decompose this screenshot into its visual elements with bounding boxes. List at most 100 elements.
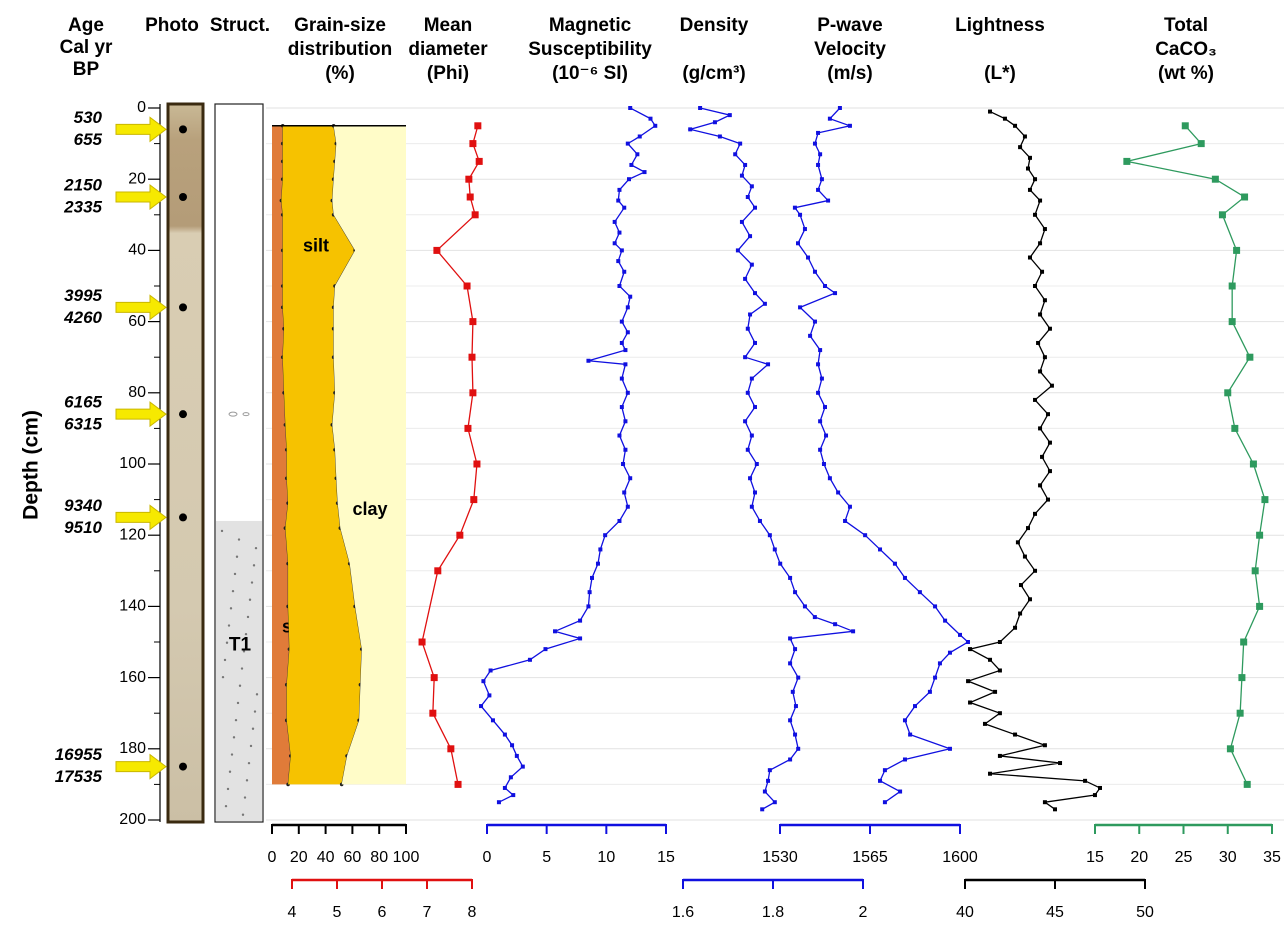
series-point [882,800,887,805]
series-point [527,657,532,662]
series-point [488,668,493,673]
series-point [823,405,827,410]
series-point [792,205,797,210]
panel-title: (L*) [984,63,1016,84]
series-point [1038,369,1043,374]
series-point [1241,193,1249,201]
series-point [1058,761,1063,766]
series-point [778,561,783,566]
series-point [819,376,824,381]
series-point [749,433,754,438]
series-point [997,640,1002,644]
series-point [1018,611,1023,616]
series-point [1243,780,1251,788]
series-point [753,291,757,296]
series-line [480,107,657,803]
series-point [793,647,798,652]
series-point [625,305,630,310]
series-point [429,709,437,717]
series-point [628,476,633,481]
series-point [688,127,693,132]
series-point [653,123,658,128]
shell [228,411,238,417]
series-point [598,547,603,552]
grain-area [332,125,406,785]
x-tick-label: 25 [1175,849,1193,866]
series-point [1027,155,1032,160]
series-point [1042,355,1047,360]
series-point [748,476,753,481]
series-point [1033,397,1038,402]
series-point [1238,674,1246,682]
depth-tick-label: 80 [128,384,146,401]
x-tick-label: 100 [393,849,420,866]
series-point [788,575,793,580]
sample-arrow [115,294,167,321]
series-point [753,490,757,495]
series-point [1033,177,1038,182]
series-point [468,353,476,361]
series-point [762,789,767,794]
series-point [648,116,653,121]
age-label: 4260 [63,308,102,327]
series-point [628,294,633,299]
series-point [1083,778,1088,783]
series-point [625,330,630,335]
series-point [1022,134,1027,139]
series-point [1246,353,1254,361]
series-point [818,152,823,157]
core-photo [166,102,205,824]
panel-title: (10⁻⁶ SI) [552,63,628,84]
series-point [793,732,798,737]
series-point [586,358,591,363]
series-point [847,123,852,128]
depth-tick-label: 60 [128,313,146,330]
series-point [753,340,757,345]
sample-arrow [115,401,167,428]
series-point [1036,340,1041,345]
series-point [502,785,507,790]
x-tick-label: 15 [1086,849,1104,866]
series-point [968,647,973,652]
series-point [836,490,841,495]
clast [254,546,258,550]
series-point [823,284,827,288]
series-point [1038,312,1043,317]
x-tick-label: 5 [542,849,551,866]
clast [249,744,253,748]
series-point [625,504,630,509]
series-point [479,704,484,709]
series-point [1038,241,1043,246]
age-title: Age [68,15,104,36]
clast [252,564,256,567]
depth-tick-label: 200 [119,811,146,828]
series-point [878,778,883,783]
series-point [590,575,595,580]
depth-tick-label: 140 [119,598,146,615]
clast [248,598,252,601]
x-tick-label: 20 [290,849,308,866]
series-point [619,340,624,345]
series-point [514,753,519,758]
shell [242,412,250,417]
series-point [627,177,632,182]
x-tick-label: 1530 [762,849,798,866]
series-point [1047,326,1052,331]
series-point [913,704,917,709]
grid [266,107,1284,821]
series-point [766,362,771,367]
series-point [927,689,932,694]
series-point [1022,554,1027,559]
series-point [463,282,471,290]
series-point [617,433,622,438]
series-point [766,778,771,783]
series-point [943,618,948,623]
clast [251,727,255,730]
unit-label: T1 [229,635,252,656]
series-point [430,674,438,682]
series-point [712,120,717,125]
series-point [1013,625,1018,630]
series-point [628,106,633,110]
series-point [520,764,525,769]
